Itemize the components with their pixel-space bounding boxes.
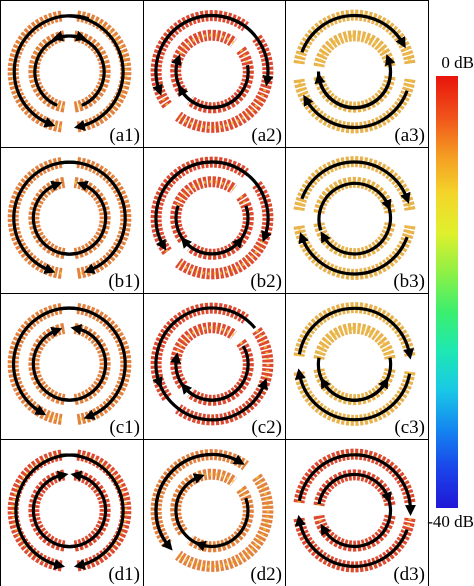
current-arrow <box>59 14 125 131</box>
current-arrow <box>180 345 250 402</box>
current-arrow <box>320 497 392 549</box>
panel-d2: (d2) <box>143 439 286 586</box>
current-arrow <box>31 326 77 402</box>
current-arrow <box>303 90 409 130</box>
current-arrow <box>314 71 393 110</box>
current-arrow <box>317 472 392 505</box>
panel-label: (d3) <box>393 564 425 585</box>
current-arrow <box>174 473 206 548</box>
panel-frame <box>143 147 286 294</box>
current-arrow <box>320 205 392 256</box>
current-arrow <box>31 180 77 256</box>
panel-c3: (c3) <box>285 293 429 440</box>
ring-field-highlight <box>177 183 270 276</box>
current-arrow <box>300 160 411 204</box>
panel-label: (c3) <box>394 417 425 438</box>
current-arrow <box>317 181 392 231</box>
panel-label: (c2) <box>251 417 282 438</box>
panel-frame <box>0 293 144 440</box>
panel-frame <box>0 439 144 586</box>
panel-b3: (b3) <box>285 147 429 294</box>
current-arrow <box>31 470 77 549</box>
current-arrow <box>62 180 108 256</box>
current-arrow <box>59 453 125 570</box>
colorbar: 0 dB -40 dB <box>427 53 474 531</box>
current-arrow <box>14 453 80 570</box>
ring-field-highlight <box>177 475 270 568</box>
panel-frame <box>0 0 144 148</box>
current-arrow <box>154 452 245 548</box>
ring-field-highlight <box>11 453 62 568</box>
ring-field-highlight <box>317 34 392 67</box>
panel-frame <box>143 293 286 440</box>
ring-field-highlight <box>177 36 270 129</box>
panel-a2: (a2) <box>143 0 286 148</box>
panel-c1: (c1) <box>0 293 144 440</box>
panel-b1: (b1) <box>0 147 144 294</box>
colorbar-gradient <box>436 76 458 508</box>
panel-label: (b3) <box>393 271 425 292</box>
panel-label: (b2) <box>250 271 282 292</box>
panel-grid: (a1) (a2) (a3) (b1) (b2) (b3) (c1) (c2) (c3) (d1)… <box>0 0 429 586</box>
current-arrow <box>162 14 274 87</box>
panel-a1: (a1) <box>0 0 144 148</box>
current-arrow <box>152 306 257 389</box>
panel-label: (d1) <box>108 564 140 585</box>
panel-label: (b1) <box>108 271 140 292</box>
current-arrow <box>194 497 250 552</box>
current-arrow <box>295 368 412 422</box>
colorbar-top-label: 0 dB <box>441 53 474 72</box>
current-arrow <box>155 373 268 422</box>
current-arrow <box>297 306 414 360</box>
current-arrow <box>59 160 127 274</box>
current-arrow <box>295 514 409 568</box>
current-arrow <box>300 13 406 53</box>
current-arrow <box>33 30 87 107</box>
panel-a3: (a3) <box>285 0 429 148</box>
current-arrow <box>180 205 250 256</box>
panel-label: (c1) <box>109 417 140 438</box>
panel-frame <box>143 439 286 586</box>
current-arrow <box>297 453 416 516</box>
current-arrow <box>62 470 108 549</box>
panel-d3: (d3) <box>285 439 429 586</box>
ring-field-highlight <box>317 326 392 360</box>
panel-frame <box>0 147 144 294</box>
panel-c2: (c2) <box>143 293 286 440</box>
current-arrow <box>320 357 393 402</box>
ring-field-highlight <box>189 48 250 110</box>
current-arrow <box>62 324 108 402</box>
current-arrow <box>12 160 80 274</box>
ring-field <box>76 449 132 572</box>
panel-label: (a3) <box>394 125 425 146</box>
panel-frame <box>143 0 286 148</box>
current-arrow <box>59 306 127 420</box>
current-arrow <box>298 232 409 276</box>
ring-field <box>175 473 274 572</box>
current-arrow <box>178 64 250 110</box>
colorbar-bottom-label: -40 dB <box>427 512 474 531</box>
current-arrow <box>12 306 80 416</box>
panel-label: (a1) <box>109 125 140 146</box>
current-arrow <box>167 160 272 243</box>
panel-label: (d2) <box>250 564 282 585</box>
panel-label: (a2) <box>251 125 282 146</box>
panel-d1: (d1) <box>0 439 144 586</box>
ring-field <box>76 10 132 133</box>
panel-b2: (b2) <box>143 147 286 294</box>
